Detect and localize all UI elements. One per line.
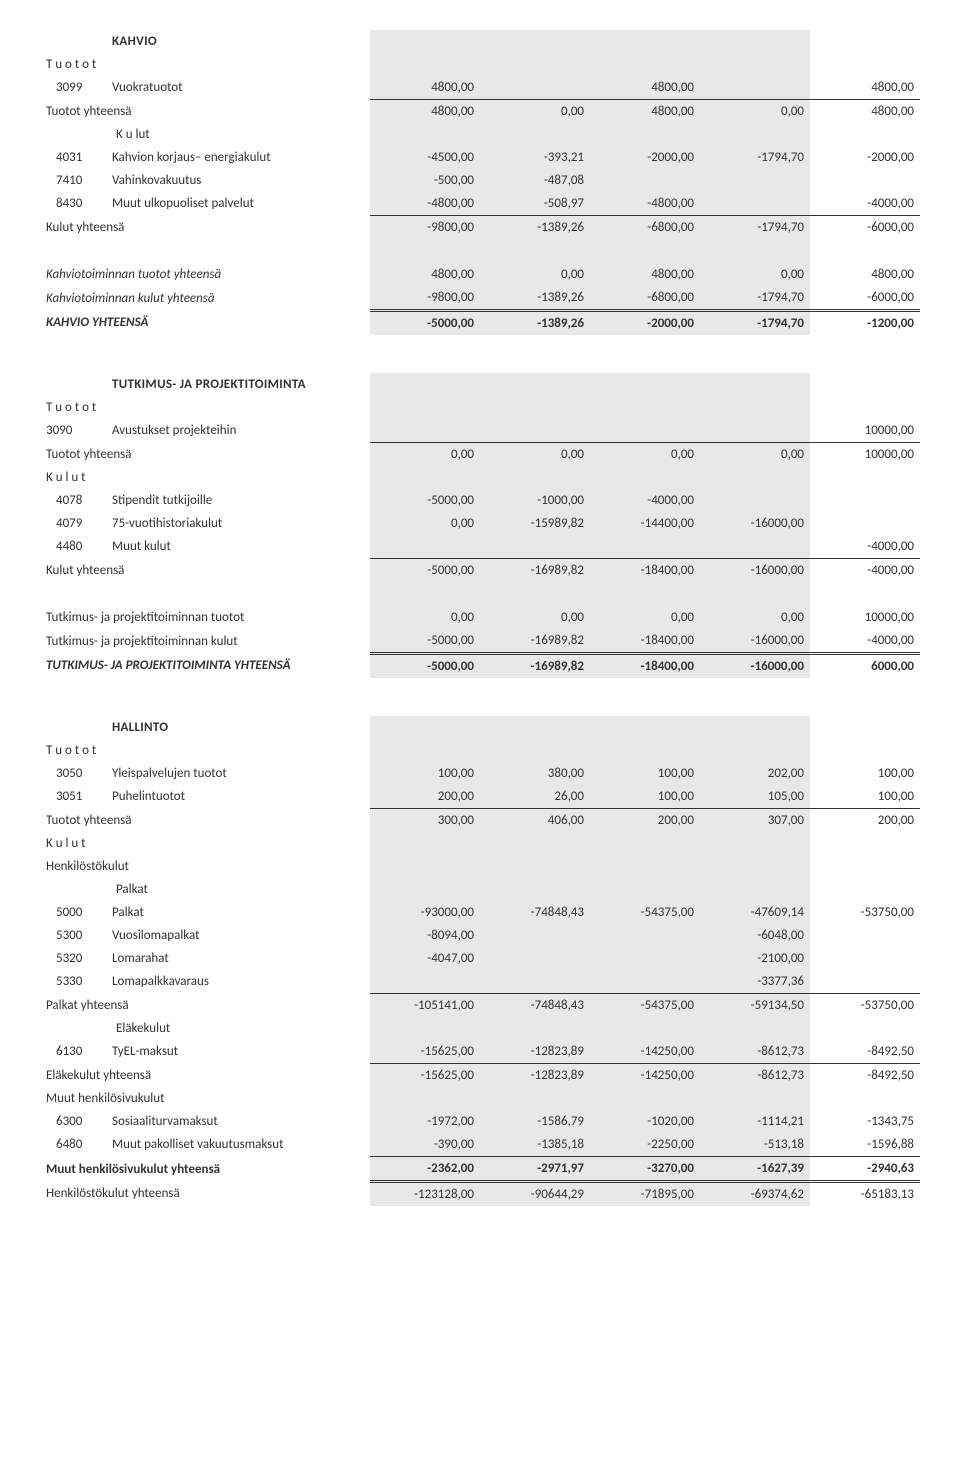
- section-total: TUTKIMUS- JA PROJEKTITOIMINTA YHTEENSÄ -…: [40, 654, 920, 679]
- kulut-header: K u l u t: [40, 832, 920, 855]
- tuotot-header: T u o t o t: [40, 53, 920, 76]
- subgroup-header: Eläkekulut: [40, 1017, 920, 1040]
- subtotal-row: Kulut yhteensä -9800,00 -1389,26 -6800,0…: [40, 216, 920, 240]
- table-row: 5300 Vuosilomapalkat -8094,00 -6048,00: [40, 924, 920, 947]
- subtotal-row: Muut henkilösivukulut yhteensä -2362,00 …: [40, 1157, 920, 1182]
- kahvio-title: KAHVIO: [106, 30, 370, 53]
- kulut-header: K u lut: [40, 123, 920, 146]
- summary-row: Kahviotoiminnan tuotot yhteensä 4800,00 …: [40, 263, 920, 286]
- table-row: 5320 Lomarahat -4047,00 -2100,00: [40, 947, 920, 970]
- table-row: 6300 Sosiaaliturvamaksut -1972,00 -1586,…: [40, 1110, 920, 1133]
- subtotal-row: Tuotot yhteensä 4800,00 0,00 4800,00 0,0…: [40, 100, 920, 124]
- table-row: 3099 Vuokratuotot 4800,00 4800,00 4800,0…: [40, 76, 920, 100]
- table-row: 5000 Palkat -93000,00 -74848,43 -54375,0…: [40, 901, 920, 924]
- section-total: KAHVIO YHTEENSÄ -5000,00 -1389,26 -2000,…: [40, 311, 920, 336]
- subgroup-header: Palkat: [40, 878, 920, 901]
- subtotal-row: Palkat yhteensä -105141,00 -74848,43 -54…: [40, 994, 920, 1018]
- table-row: 7410 Vahinkovakuutus -500,00 -487,08: [40, 169, 920, 192]
- subtotal-row: Eläkekulut yhteensä -15625,00 -12823,89 …: [40, 1064, 920, 1088]
- table-row: 4079 75-vuotihistoriakulut 0,00 -15989,8…: [40, 512, 920, 535]
- table-row: 3050 Yleispalvelujen tuotot 100,00 380,0…: [40, 762, 920, 785]
- table-row: 4078 Stipendit tutkijoille -5000,00 -100…: [40, 489, 920, 512]
- subtotal-row: Tuotot yhteensä 300,00 406,00 200,00 307…: [40, 809, 920, 833]
- table-row: 5330 Lomapalkkavaraus -3377,36: [40, 970, 920, 994]
- tuotot-header: T u o t o t: [40, 396, 920, 419]
- section-header: TUTKIMUS- JA PROJEKTITOIMINTA: [40, 373, 920, 396]
- summary-row: Kahviotoiminnan kulut yhteensä -9800,00 …: [40, 286, 920, 311]
- subgroup-header: Muut henkilösivukulut: [40, 1087, 920, 1110]
- summary-row: Tutkimus- ja projektitoiminnan tuotot 0,…: [40, 606, 920, 629]
- table-row: 8430 Muut ulkopuoliset palvelut -4800,00…: [40, 192, 920, 216]
- section-header: KAHVIO: [40, 30, 920, 53]
- group-total: Henkilöstökulut yhteensä -123128,00 -906…: [40, 1182, 920, 1207]
- table-row: 6130 TyEL-maksut -15625,00 -12823,89 -14…: [40, 1040, 920, 1064]
- group-header: Henkilöstökulut: [40, 855, 920, 878]
- subtotal-row: Kulut yhteensä -5000,00 -16989,82 -18400…: [40, 559, 920, 583]
- table-row: 4031 Kahvion korjaus– energiakulut -4500…: [40, 146, 920, 169]
- kulut-header: K u l u t: [40, 466, 920, 489]
- table-row: 4480 Muut kulut -4000,00: [40, 535, 920, 559]
- section-header: HALLINTO: [40, 716, 920, 739]
- table-row: 3090 Avustukset projekteihin 10000,00: [40, 419, 920, 443]
- table-row: 3051 Puhelintuotot 200,00 26,00 100,00 1…: [40, 785, 920, 809]
- summary-row: Tutkimus- ja projektitoiminnan kulut -50…: [40, 629, 920, 654]
- subtotal-row: Tuotot yhteensä 0,00 0,00 0,00 0,00 1000…: [40, 443, 920, 467]
- table-row: 6480 Muut pakolliset vakuutusmaksut -390…: [40, 1133, 920, 1157]
- tuotot-header: T u o t o t: [40, 739, 920, 762]
- financial-table: KAHVIO T u o t o t 3099 Vuokratuotot 480…: [40, 30, 920, 1206]
